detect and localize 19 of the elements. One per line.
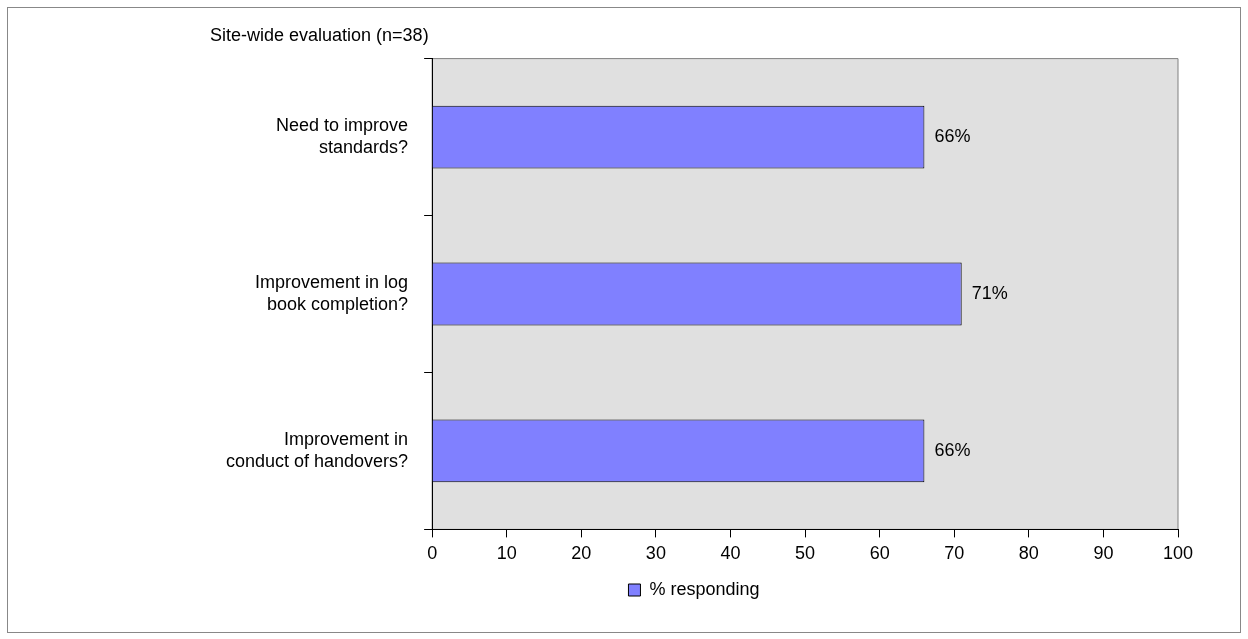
x-tick-label: 40: [720, 543, 741, 564]
x-tick-label: 100: [1162, 543, 1194, 564]
x-tick-label: 0: [427, 543, 438, 564]
x-tick-label: 50: [795, 543, 816, 564]
chart-title: Site-wide evaluation (n=38): [210, 24, 429, 45]
x-tick-label: 10: [496, 543, 517, 564]
x-tick-label: 70: [944, 543, 965, 564]
data-label: 66%: [934, 439, 971, 460]
x-tick-label: 30: [645, 543, 666, 564]
legend-label: % responding: [649, 578, 760, 599]
x-tick-label: 80: [1018, 543, 1039, 564]
x-tick-label: 60: [869, 543, 890, 564]
data-label: 71%: [971, 282, 1008, 303]
x-tick-label: 20: [571, 543, 592, 564]
y-tick-label: Improvement in log book completion?: [255, 272, 409, 314]
x-tick-label: 90: [1093, 543, 1114, 564]
data-label: 66%: [934, 126, 971, 147]
y-tick-label: Improvement in conduct of handovers?: [225, 429, 409, 471]
y-tick-label: Need to improve standards?: [276, 115, 409, 157]
